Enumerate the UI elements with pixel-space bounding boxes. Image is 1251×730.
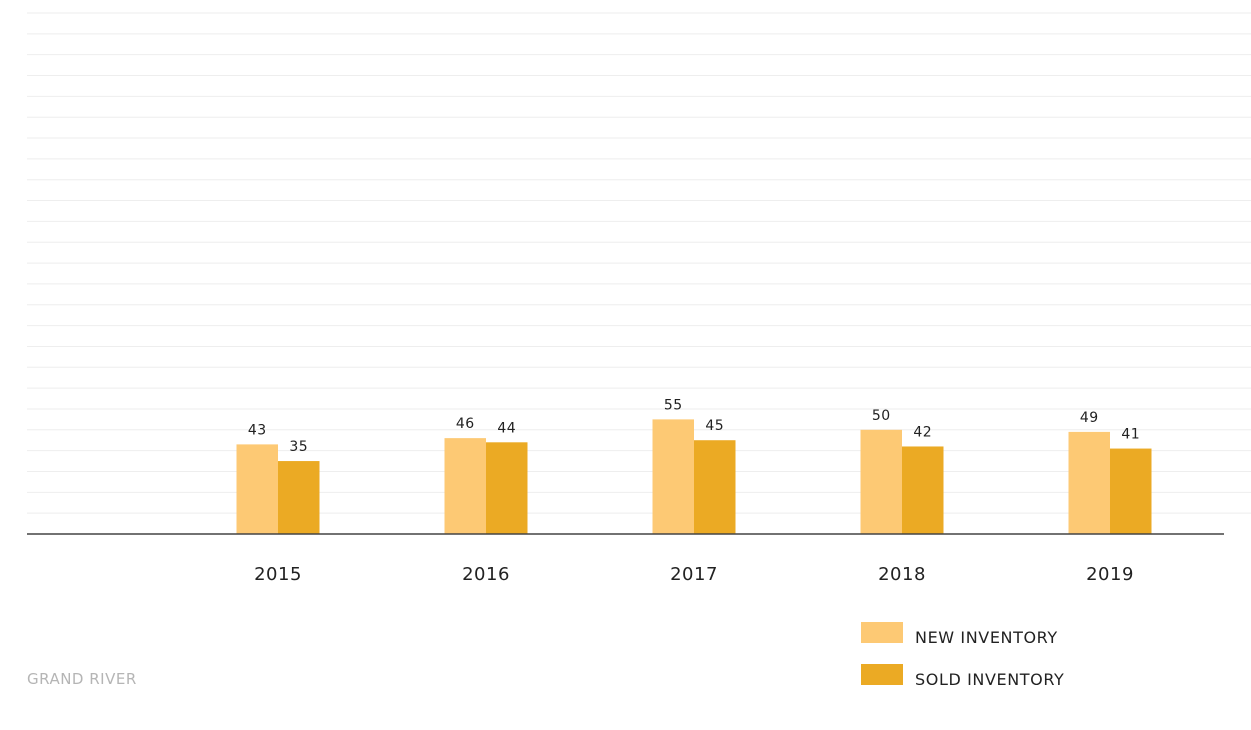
footer-label: GRAND RIVER bbox=[27, 670, 137, 688]
bar-new-2017 bbox=[652, 419, 694, 534]
data-label-sold-2017: 45 bbox=[705, 418, 724, 434]
legend-item-sold-inventory: SOLD INVENTORY bbox=[861, 664, 1064, 689]
legend-item-new-inventory: NEW INVENTORY bbox=[861, 622, 1064, 647]
bar-sold-2019 bbox=[1110, 448, 1152, 534]
x-tick-label-2017: 2017 bbox=[670, 564, 718, 585]
data-label-new-2017: 55 bbox=[664, 397, 683, 413]
x-tick-label-2018: 2018 bbox=[878, 564, 926, 585]
bar-new-2019 bbox=[1068, 431, 1110, 534]
bar-sold-2015 bbox=[278, 461, 320, 534]
bar-sold-2016 bbox=[486, 442, 528, 534]
legend-swatch-new-inventory bbox=[861, 622, 903, 643]
legend-label-sold-inventory: SOLD INVENTORY bbox=[915, 670, 1065, 689]
data-label-new-2018: 50 bbox=[872, 408, 891, 424]
data-label-sold-2016: 44 bbox=[497, 420, 516, 436]
bar-sold-2017 bbox=[694, 440, 736, 534]
x-tick-label-2015: 2015 bbox=[254, 564, 302, 585]
data-label-new-2015: 43 bbox=[248, 422, 267, 438]
bar-new-2015 bbox=[236, 444, 278, 534]
x-tick-label-2019: 2019 bbox=[1086, 564, 1134, 585]
legend-swatch-sold-inventory bbox=[861, 664, 903, 685]
bar-sold-2018 bbox=[902, 446, 944, 534]
data-label-new-2016: 46 bbox=[456, 416, 475, 432]
legend-label-new-inventory: NEW INVENTORY bbox=[915, 628, 1058, 647]
legend: NEW INVENTORY SOLD INVENTORY bbox=[861, 622, 1064, 706]
data-label-sold-2019: 41 bbox=[1121, 427, 1140, 443]
data-label-sold-2018: 42 bbox=[913, 424, 932, 440]
data-label-sold-2015: 35 bbox=[289, 439, 308, 455]
x-tick-label-2016: 2016 bbox=[462, 564, 510, 585]
bar-new-2016 bbox=[444, 438, 486, 534]
data-label-new-2019: 49 bbox=[1080, 410, 1099, 426]
bar-new-2018 bbox=[860, 429, 902, 534]
